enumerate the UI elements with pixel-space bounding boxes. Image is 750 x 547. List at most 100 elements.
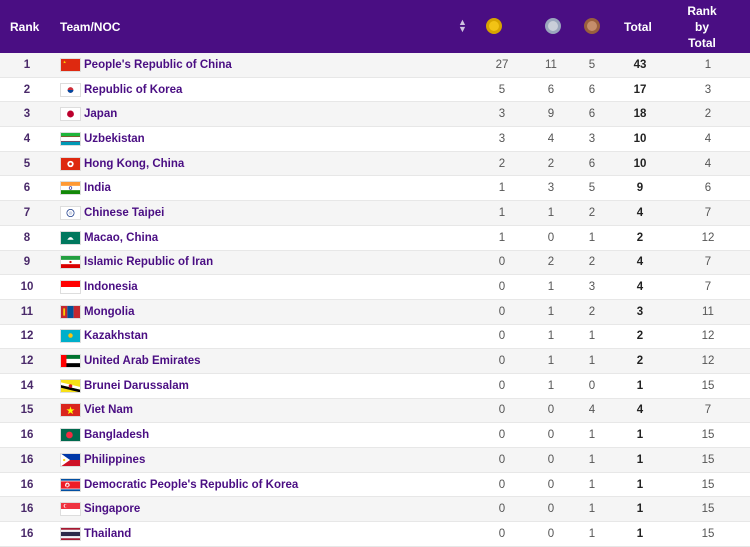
team-name-link[interactable]: Bangladesh	[84, 429, 150, 442]
silver-count: 0	[547, 527, 555, 540]
rank-by-total-line-1: Rank	[687, 4, 717, 18]
rank-cell: 10	[20, 281, 34, 294]
sort-icon[interactable]: ▲ ▼	[458, 17, 467, 34]
total-count: 1	[636, 478, 644, 491]
silver-count: 2	[547, 256, 555, 269]
rank-by-total-cell: 12	[701, 231, 715, 244]
team-name-link[interactable]: Viet Nam	[84, 404, 134, 417]
team-name-link[interactable]: Chinese Taipei	[84, 206, 165, 219]
table-row[interactable]: 3 Japan 3 9 6 18 2	[0, 102, 750, 128]
team-name-link[interactable]: Indonesia	[84, 281, 138, 294]
bronze-count: 6	[588, 83, 596, 96]
rank-cell: 16	[20, 503, 34, 516]
gold-medal-icon[interactable]	[485, 18, 503, 38]
india-flag-icon	[60, 181, 81, 196]
philippines-flag-icon	[60, 452, 81, 467]
silver-count: 0	[547, 404, 555, 417]
rank-cell: 12	[20, 330, 34, 343]
rank-cell: 7	[23, 206, 31, 219]
uzbekistan-flag-icon	[60, 131, 81, 146]
gold-count: 1	[498, 231, 506, 244]
rank-cell: 6	[23, 182, 31, 195]
bronze-medal-icon[interactable]	[583, 18, 601, 38]
team-name-link[interactable]: Brunei Darussalam	[84, 379, 189, 392]
team-name-link[interactable]: Republic of Korea	[84, 83, 183, 96]
table-row[interactable]: 16 Thailand 0 0 1 1 15	[0, 522, 750, 547]
gold-count: 1	[498, 182, 506, 195]
table-row[interactable]: 12 Kazakhstan 0 1 1 2 12	[0, 324, 750, 350]
gold-count: 0	[498, 429, 506, 442]
gold-count: 0	[498, 355, 506, 368]
gold-count: 0	[498, 404, 506, 417]
team-name-link[interactable]: Uzbekistan	[84, 132, 145, 145]
team-name-link[interactable]: Islamic Republic of Iran	[84, 256, 214, 269]
table-row[interactable]: 12 United Arab Emirates 0 1 1 2 12	[0, 349, 750, 374]
team-name-link[interactable]: Philippines	[84, 453, 146, 466]
team-name-link[interactable]: Singapore	[84, 503, 141, 516]
rank-cell: 12	[20, 355, 34, 368]
gold-count: 0	[498, 379, 506, 392]
table-row[interactable]: 16 Democratic People's Republic of Korea…	[0, 472, 750, 498]
team-name-link[interactable]: Kazakhstan	[84, 330, 148, 343]
bronze-count: 1	[588, 453, 596, 466]
hongkong-flag-icon	[60, 156, 81, 171]
gold-count: 5	[498, 83, 506, 96]
table-row[interactable]: 6 India 1 3 5 9 6	[0, 176, 750, 202]
rank-cell: 1	[23, 58, 31, 71]
rank-header[interactable]: Rank	[10, 20, 40, 34]
rank-by-total-cell: 15	[701, 453, 715, 466]
singapore-flag-icon	[60, 502, 81, 517]
gold-count: 1	[498, 206, 506, 219]
rank-by-total-cell: 7	[704, 256, 712, 269]
table-row[interactable]: 16 Bangladesh 0 0 1 1 15	[0, 423, 750, 448]
team-name-link[interactable]: Macao, China	[84, 231, 159, 244]
team-name-link[interactable]: Mongolia	[84, 305, 135, 318]
bronze-count: 1	[588, 429, 596, 442]
silver-count: 6	[547, 83, 555, 96]
rank-by-total-cell: 12	[701, 330, 715, 343]
bronze-count: 3	[588, 132, 596, 145]
total-count: 3	[636, 305, 644, 318]
team-header[interactable]: Team/NOC	[60, 20, 121, 34]
bronze-count: 1	[588, 478, 596, 491]
team-name-link[interactable]: People's Republic of China	[84, 58, 232, 71]
team-name-link[interactable]: Democratic People's Republic of Korea	[84, 478, 299, 491]
team-name-link[interactable]: Japan	[84, 108, 118, 121]
brunei-flag-icon	[60, 378, 81, 393]
team-name-link[interactable]: Thailand	[84, 527, 132, 540]
rank-cell: 16	[20, 429, 34, 442]
bronze-count: 5	[588, 182, 596, 195]
table-row[interactable]: 7 Chinese Taipei 1 1 2 4 7	[0, 201, 750, 226]
bronze-count: 1	[588, 231, 596, 244]
table-row[interactable]: 14 Brunei Darussalam 0 1 0 1 15	[0, 373, 750, 399]
table-row[interactable]: 15 Viet Nam 0 0 4 4 7	[0, 398, 750, 424]
bangladesh-flag-icon	[60, 428, 81, 443]
table-row[interactable]: 8 Macao, China 1 0 1 2 12	[0, 225, 750, 251]
table-row[interactable]: 16 Singapore 0 0 1 1 15	[0, 497, 750, 523]
table-row[interactable]: 1 People's Republic of China 27 11 5 43 …	[0, 53, 750, 78]
team-name-link[interactable]: Hong Kong, China	[84, 157, 185, 170]
kazakhstan-flag-icon	[60, 329, 81, 344]
team-name-link[interactable]: United Arab Emirates	[84, 355, 201, 368]
total-count: 4	[636, 281, 644, 294]
rank-by-total-cell: 15	[701, 478, 715, 491]
rank-cell: 5	[23, 157, 31, 170]
team-name-link[interactable]: India	[84, 182, 111, 195]
table-row[interactable]: 9 Islamic Republic of Iran 0 2 2 4 7	[0, 250, 750, 276]
rank-by-total-cell: 15	[701, 429, 715, 442]
table-row[interactable]: 10 Indonesia 0 1 3 4 7	[0, 275, 750, 300]
silver-count: 2	[547, 157, 555, 170]
silver-medal-icon[interactable]	[544, 18, 562, 38]
total-header[interactable]: Total	[624, 20, 652, 34]
mongolia-flag-icon	[60, 304, 81, 319]
table-row[interactable]: 5 Hong Kong, China 2 2 6 10 4	[0, 151, 750, 177]
bronze-count: 2	[588, 305, 596, 318]
table-row[interactable]: 16 Philippines 0 0 1 1 15	[0, 448, 750, 473]
table-row[interactable]: 4 Uzbekistan 3 4 3 10 4	[0, 127, 750, 152]
gold-count: 0	[498, 527, 506, 540]
rank-by-total-header[interactable]: Rank by Total	[686, 3, 718, 51]
table-row[interactable]: 2 Republic of Korea 5 6 6 17 3	[0, 77, 750, 103]
bronze-count: 1	[588, 355, 596, 368]
silver-count: 9	[547, 108, 555, 121]
table-row[interactable]: 11 Mongolia 0 1 2 3 11	[0, 299, 750, 325]
